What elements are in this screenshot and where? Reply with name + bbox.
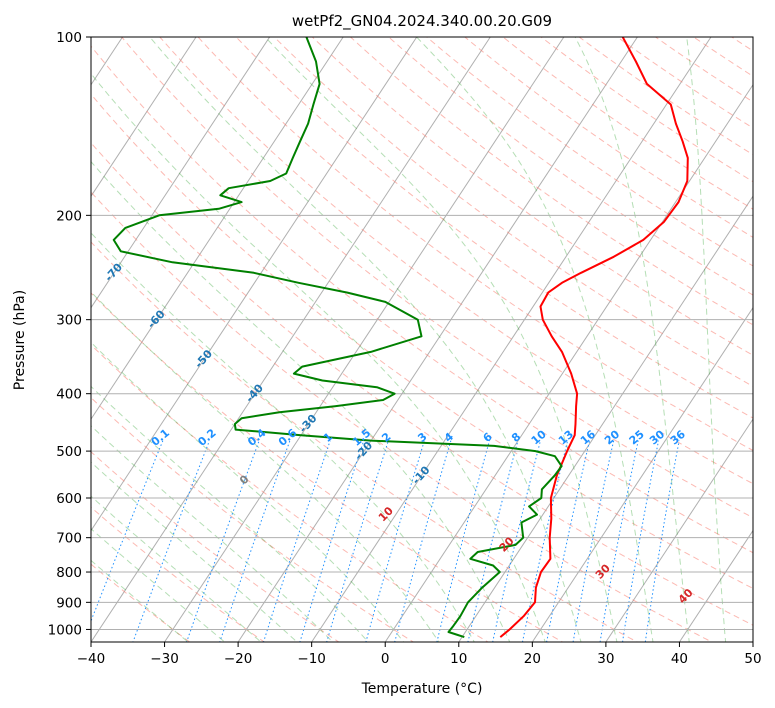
y-tick-label: 200 bbox=[56, 208, 82, 224]
x-tick-label: −30 bbox=[150, 651, 179, 667]
dry-adiabat-line bbox=[91, 191, 713, 642]
dry-adiabat-line bbox=[197, 37, 753, 452]
x-tick-label: 0 bbox=[381, 651, 390, 667]
plot-frame bbox=[90, 36, 754, 643]
x-tick-label: 20 bbox=[524, 651, 541, 667]
dry-adiabat-line bbox=[91, 506, 266, 642]
mixing-ratio-line bbox=[365, 440, 425, 642]
y-tick-label: 300 bbox=[56, 313, 82, 329]
mixing-ratio-line bbox=[186, 440, 260, 642]
isotherm-line bbox=[237, 37, 638, 642]
dry-adiabat-line bbox=[349, 37, 753, 326]
x-axis: −40 −30 −20 −10 0 10 20 30 40 50 bbox=[77, 642, 762, 667]
x-tick-label: 10 bbox=[450, 651, 467, 667]
mixing-ratio-line bbox=[436, 440, 490, 642]
y-tick-label: 800 bbox=[56, 565, 82, 581]
dry-adiabat-line bbox=[91, 292, 564, 642]
moist-adiabat-line bbox=[686, 37, 727, 642]
isotherm-line bbox=[679, 529, 753, 642]
y-tick-label: 1000 bbox=[48, 622, 82, 638]
isotherm-line bbox=[91, 37, 271, 309]
x-axis-label: Temperature (°C) bbox=[361, 681, 483, 697]
mixing-ratio-line bbox=[394, 440, 452, 642]
y-tick-label: 400 bbox=[56, 387, 82, 403]
dry-adiabat-line bbox=[91, 563, 191, 642]
dewpoint-profile-line bbox=[112, 37, 563, 639]
isotherm-line bbox=[531, 306, 753, 642]
temperature-profile-line bbox=[499, 37, 689, 638]
dry-adiabat-line bbox=[159, 37, 753, 485]
moist-adiabat-line bbox=[91, 495, 262, 642]
dry-adiabat-line bbox=[235, 37, 753, 419]
moist-adiabat-line bbox=[91, 528, 226, 642]
x-tick-label: 30 bbox=[597, 651, 614, 667]
moist-adiabat-line bbox=[574, 37, 690, 642]
x-tick-label: −40 bbox=[77, 651, 106, 667]
isotherm-line bbox=[384, 83, 753, 642]
x-tick-label: 40 bbox=[671, 651, 688, 667]
y-tick-label: 600 bbox=[56, 491, 82, 507]
isotherm-line bbox=[605, 418, 753, 642]
y-axis-label: Pressure (hPa) bbox=[12, 290, 28, 390]
dry-adiabat-line bbox=[91, 93, 753, 589]
dry-adiabat-line bbox=[91, 142, 753, 626]
isotherm-line bbox=[91, 37, 491, 642]
x-tick-label: 50 bbox=[744, 651, 761, 667]
mixing-ratio-line bbox=[326, 440, 389, 642]
x-tick-label: −10 bbox=[297, 651, 326, 667]
x-tick-label: −20 bbox=[224, 651, 253, 667]
moist-adiabat-line bbox=[91, 341, 405, 642]
isotherm-line bbox=[164, 37, 565, 642]
y-tick-label: 500 bbox=[56, 444, 82, 460]
y-tick-label: 700 bbox=[56, 531, 82, 547]
isotherm-line bbox=[458, 195, 753, 642]
dry-adiabat-line bbox=[91, 344, 489, 642]
y-axis: 100 200 300 400 500 600 700 800 900 1000 bbox=[48, 30, 91, 638]
mixing-ratio-line bbox=[299, 440, 365, 642]
dry-adiabat-line bbox=[121, 37, 753, 519]
mixing-ratio-line bbox=[644, 440, 680, 642]
chart-title: wetPf2_GN04.2024.340.00.20.G09 bbox=[292, 12, 552, 31]
y-tick-label: 100 bbox=[56, 30, 82, 46]
isotherm-line bbox=[91, 37, 344, 421]
dry-adiabat-line bbox=[91, 45, 753, 554]
mixing-ratio-line bbox=[219, 440, 291, 642]
moist-adiabat-line bbox=[91, 461, 298, 642]
isotherm-line bbox=[91, 37, 418, 532]
y-tick-label: 900 bbox=[56, 595, 82, 611]
dry-adiabat-line bbox=[91, 241, 639, 642]
isotherm-line bbox=[311, 37, 712, 642]
dry-adiabat-line bbox=[311, 37, 753, 356]
plot-area: 0.10.20.40.611.52346810131620253036-100-… bbox=[91, 37, 753, 642]
moist-adiabat-line bbox=[416, 37, 654, 642]
